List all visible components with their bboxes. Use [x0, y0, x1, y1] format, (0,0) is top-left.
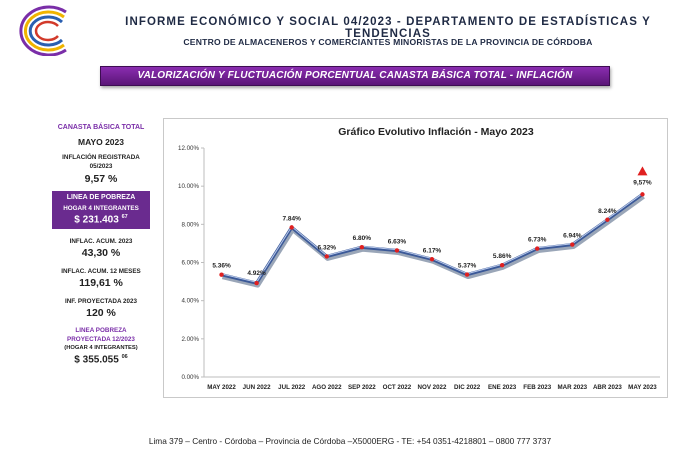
x-tick-label: NOV 2022 — [418, 384, 447, 391]
chart-frame: Gráfico Evolutivo Inflación - Mayo 2023 … — [163, 118, 668, 398]
basket-title: CANASTA BÁSICA TOTAL — [57, 124, 145, 131]
logo — [19, 5, 67, 56]
inflation-label: INFLACIÓN REGISTRADA — [62, 154, 140, 161]
data-label: 5.36% — [212, 263, 231, 270]
x-tick-label: AGO 2022 — [312, 384, 342, 391]
data-point — [464, 272, 470, 277]
inflation-value: 9,57 % — [84, 173, 118, 185]
summary-panel: CANASTA BÁSICA TOTAL MAYO 2023 INFLACIÓN… — [46, 124, 156, 366]
x-tick-label: MAR 2023 — [558, 384, 588, 391]
y-tick-label: 4.00% — [181, 298, 199, 305]
y-tick-label: 10.00% — [178, 183, 199, 190]
data-label: 8.24% — [598, 208, 617, 215]
data-point — [289, 225, 294, 230]
poverty-cents: 67 — [121, 214, 128, 220]
organization-name: CENTRO DE ALMACENEROS Y COMERCIANTES MIN… — [183, 37, 593, 47]
y-tick-label: 0.00% — [181, 374, 199, 381]
data-label: 6.63% — [388, 238, 407, 245]
x-tick-label: JUN 2022 — [243, 384, 271, 391]
x-tick-label: MAY 2023 — [628, 384, 657, 391]
data-point — [640, 192, 645, 197]
acum-value: 43,30 % — [81, 247, 121, 260]
data-point — [535, 246, 540, 251]
report-month: MAYO 2023 — [78, 137, 124, 147]
poverty-value: $ 231.403 67 — [74, 214, 128, 226]
y-tick-label: 8.00% — [181, 221, 199, 228]
data-label: 6.80% — [353, 235, 372, 242]
data-point — [570, 242, 575, 247]
data-point — [324, 254, 329, 259]
x-tick-label: ABR 2023 — [593, 384, 622, 391]
y-tick-label: 12.00% — [178, 145, 199, 152]
data-label: 5.37% — [458, 263, 477, 270]
x-tick-label: MAY 2022 — [207, 384, 236, 391]
data-point — [254, 280, 259, 286]
acum12-label: INFLAC. ACUM. 12 MESES — [61, 268, 141, 276]
proj-poverty-title: LINEA POBREZA — [75, 327, 127, 335]
x-tick-label: DIC 2022 — [454, 384, 481, 391]
acum12-value: 119,61 % — [79, 277, 123, 290]
data-label: 6.32% — [318, 244, 337, 251]
proj-poverty-household: (HOGAR 4 INTEGRANTES) — [64, 345, 138, 352]
data-label: 4.92% — [247, 270, 266, 277]
section-banner: VALORIZACIÓN Y FLUCTUACIÓN PORCENTUAL CA… — [100, 66, 610, 86]
poverty-title: LINEA DE POBREZA — [66, 194, 136, 201]
report-title: INFORME ECONÓMICO Y SOCIAL 04/2023 - DEP… — [125, 16, 651, 40]
y-tick-label: 6.00% — [181, 260, 199, 267]
data-point — [499, 262, 505, 268]
acum-label: INFLAC. ACUM. 2023 — [69, 238, 133, 246]
data-label: 6.73% — [528, 237, 547, 244]
x-tick-label: ENE 2023 — [488, 384, 517, 391]
poverty-line-box: LINEA DE POBREZA HOGAR 4 INTEGRANTES $ 2… — [52, 191, 150, 230]
data-point — [219, 272, 224, 277]
data-label: 6.94% — [563, 233, 582, 240]
projected-label: INF. PROYECTADA 2023 — [64, 298, 138, 306]
y-tick-label: 2.00% — [181, 336, 199, 343]
data-point — [605, 217, 610, 222]
proj-poverty-period: PROYECTADA 12/2023 — [67, 336, 135, 344]
x-tick-label: JUL 2022 — [278, 384, 306, 391]
latest-value-marker — [637, 166, 648, 176]
x-tick-label: FEB 2023 — [523, 384, 551, 391]
proj-poverty-value: $ 355.055 06 — [74, 354, 128, 366]
inflation-period: 05/2023 — [89, 163, 113, 170]
proj-poverty-cents: 06 — [121, 354, 128, 361]
x-tick-label: SEP 2022 — [348, 384, 376, 391]
data-label: 5.86% — [493, 253, 512, 260]
chart-title: Gráfico Evolutivo Inflación - Mayo 2023 — [338, 126, 534, 138]
data-label: 9,57% — [633, 179, 652, 186]
data-point — [429, 257, 435, 262]
projected-value: 120 % — [86, 307, 116, 320]
inflation-line-chart: Gráfico Evolutivo Inflación - Mayo 2023 … — [178, 126, 660, 391]
data-label: 6.17% — [423, 247, 442, 254]
footer-address: Lima 379 – Centro - Córdoba – Provincia … — [148, 436, 552, 446]
poverty-household: HOGAR 4 INTEGRANTES — [63, 205, 139, 212]
data-label: 7.84% — [282, 215, 301, 222]
data-point — [394, 248, 400, 253]
x-tick-label: OCT 2022 — [383, 384, 412, 391]
data-point — [359, 245, 365, 250]
